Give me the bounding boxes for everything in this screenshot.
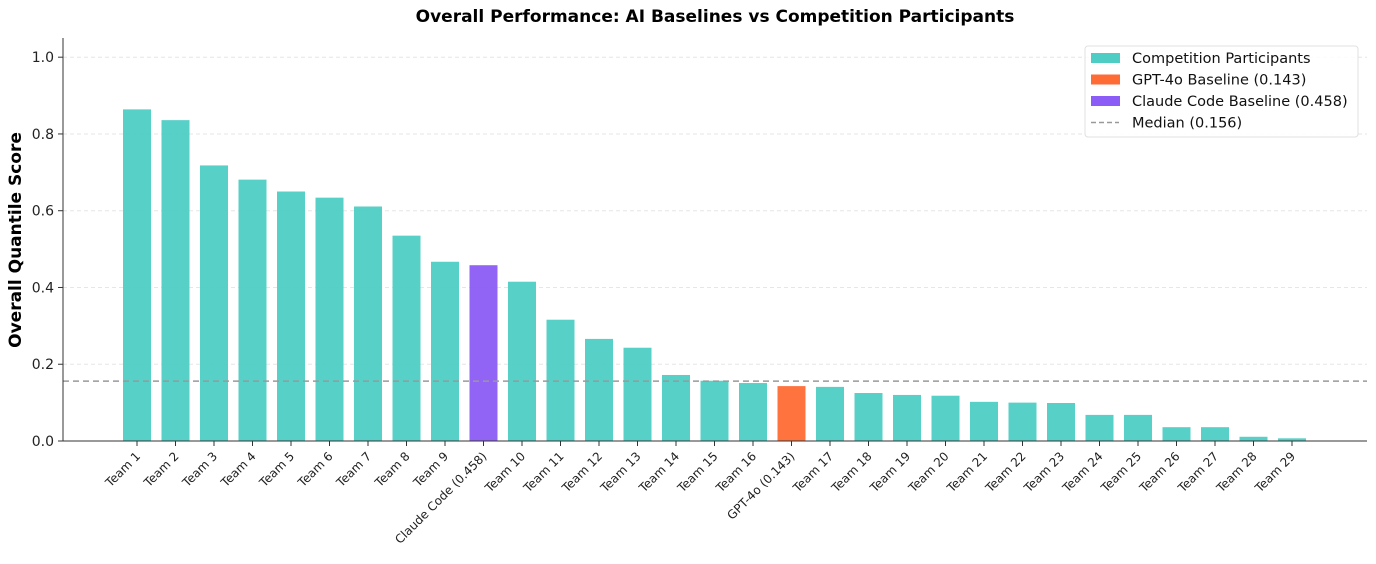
bar — [546, 319, 575, 441]
x-tick-label: Team 4 — [217, 449, 258, 490]
legend-swatch — [1091, 96, 1120, 106]
bar — [700, 380, 729, 441]
bar — [354, 206, 382, 441]
x-tick-label: Team 1 — [102, 449, 143, 490]
legend-swatch — [1091, 53, 1120, 63]
bar — [816, 386, 844, 441]
bar — [662, 374, 690, 441]
y-tick-label: 0.8 — [32, 127, 54, 143]
bar — [1278, 438, 1306, 441]
bar — [392, 235, 421, 441]
bar — [1162, 427, 1191, 441]
y-tick-label: 0.2 — [32, 357, 54, 373]
x-tick-label: Team 25 — [1098, 449, 1145, 496]
x-tick-label: Team 26 — [1136, 449, 1183, 496]
x-tick-label: Team 18 — [828, 449, 875, 496]
legend-label: Competition Participants — [1132, 51, 1311, 67]
x-tick-label: Team 2 — [140, 449, 181, 490]
y-tick-label: 0.6 — [32, 204, 54, 220]
x-tick-label: Team 23 — [1021, 449, 1068, 496]
bar — [200, 165, 228, 442]
y-tick-label: 1.0 — [32, 50, 54, 66]
bar — [315, 197, 344, 441]
x-tick-label: Team 20 — [905, 449, 952, 496]
x-tick-label: Team 21 — [944, 449, 991, 496]
x-tick-label: Team 28 — [1213, 449, 1260, 496]
x-tick-label: Team 27 — [1175, 449, 1222, 496]
bar — [431, 261, 459, 441]
x-tick-label: Team 5 — [256, 449, 297, 490]
legend-label: GPT-4o Baseline (0.143) — [1132, 73, 1306, 89]
bar — [469, 265, 498, 441]
legend-label: Median (0.156) — [1132, 116, 1242, 132]
bar — [161, 120, 190, 441]
x-tick-label: Team 17 — [790, 449, 837, 496]
bar — [970, 401, 998, 441]
x-tick-label: GPT-4o (0.143) — [724, 449, 797, 522]
bar — [777, 386, 806, 441]
chart-title: Overall Performance: AI Baselines vs Com… — [416, 7, 1015, 27]
x-tick-label: Team 6 — [294, 449, 335, 490]
legend-swatch — [1091, 74, 1120, 85]
bar — [123, 109, 151, 441]
bar — [1008, 402, 1037, 441]
bar — [1085, 414, 1114, 441]
bar — [238, 179, 267, 441]
legend-box — [1084, 45, 1359, 138]
x-tick-label: Team 22 — [982, 449, 1029, 496]
bar — [931, 395, 960, 441]
bar — [739, 383, 767, 441]
x-tick-label: Team 8 — [371, 449, 412, 490]
x-tick-label: Team 10 — [482, 449, 529, 496]
x-tick-label: Team 3 — [179, 449, 220, 490]
bar — [508, 281, 536, 441]
x-tick-label: Team 13 — [597, 449, 644, 496]
bar — [585, 338, 613, 441]
legend-label: Claude Code Baseline (0.458) — [1132, 94, 1348, 110]
bar — [854, 393, 883, 441]
x-tick-label: Team 24 — [1059, 449, 1106, 496]
x-tick-label: Team 15 — [674, 449, 721, 496]
x-tick-label: Team 29 — [1252, 449, 1299, 496]
bar — [1239, 436, 1268, 441]
x-tick-label: Team 12 — [559, 449, 606, 496]
bar — [623, 347, 652, 441]
x-tick-label: Team 14 — [636, 449, 683, 496]
y-tick-label: 0.0 — [32, 434, 54, 450]
bar — [1124, 414, 1152, 441]
y-tick-label: 0.4 — [32, 280, 54, 296]
bar — [893, 394, 921, 441]
x-tick-label: Team 11 — [520, 449, 567, 496]
x-tick-label: Team 19 — [867, 449, 914, 496]
y-axis-label: Overall Quantile Score — [6, 132, 26, 348]
bar — [277, 191, 305, 441]
bar — [1047, 403, 1075, 441]
bar — [1201, 427, 1229, 441]
x-tick-label: Team 7 — [333, 449, 374, 490]
